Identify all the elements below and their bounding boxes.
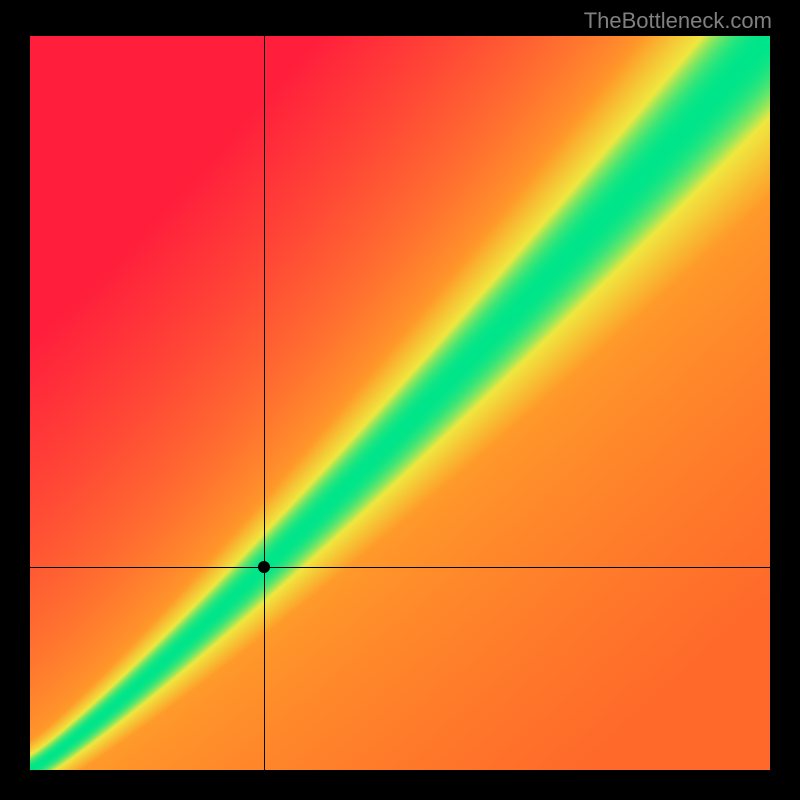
crosshair-horizontal xyxy=(30,567,770,568)
watermark-text: TheBottleneck.com xyxy=(584,8,772,34)
crosshair-marker xyxy=(258,561,270,573)
heatmap-plot xyxy=(30,36,770,770)
crosshair-vertical xyxy=(264,36,265,770)
heatmap-canvas xyxy=(30,36,770,770)
